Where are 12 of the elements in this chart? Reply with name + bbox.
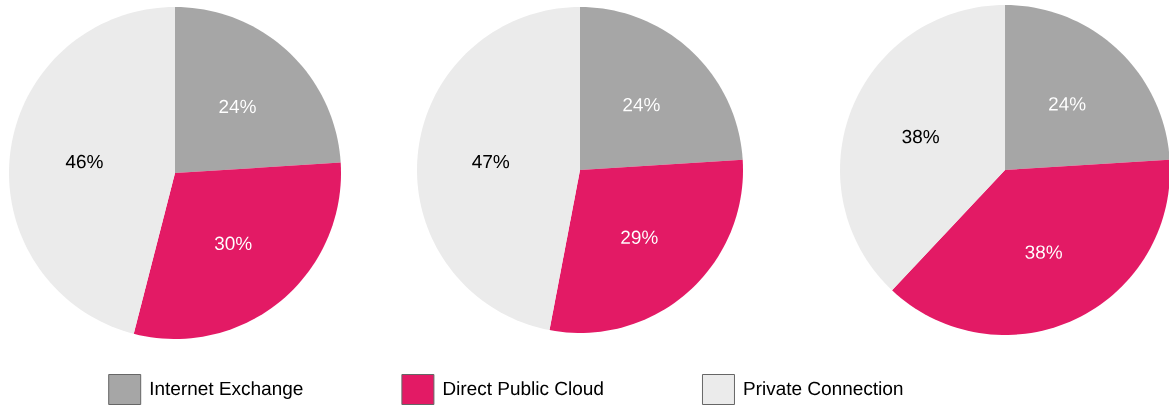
data-label: 38% [902, 129, 939, 144]
legend-label: Private Connection [744, 381, 903, 396]
data-label: 38% [1025, 245, 1062, 259]
data-label: 46% [65, 154, 103, 169]
data-label: 24% [1049, 97, 1086, 111]
data-label: 24% [219, 99, 256, 114]
legend-label: Internet Exchange [150, 381, 303, 399]
data-label: 30% [214, 236, 252, 251]
data-label: 47% [472, 154, 510, 169]
legend-label: Direct Public Cloud [443, 381, 603, 396]
data-label: 24% [623, 97, 660, 112]
data-label: 29% [621, 230, 658, 244]
